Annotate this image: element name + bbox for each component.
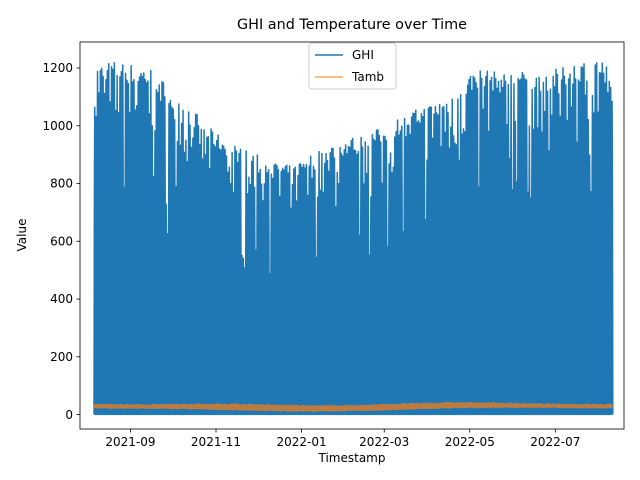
axes-frame <box>79 41 625 430</box>
x-tick-label: 2022-07 <box>530 435 580 449</box>
y-tick-label: 200 <box>50 350 73 364</box>
x-tick-label: 2022-01 <box>276 435 326 449</box>
x-tick-label: 2022-05 <box>445 435 495 449</box>
chart-title: GHI and Temperature over Time <box>237 17 467 33</box>
legend-label-ghi: GHI <box>352 48 374 62</box>
y-tick-label: 600 <box>50 234 73 248</box>
y-tick-label: 0 <box>65 408 73 422</box>
x-tick-label: 2021-09 <box>105 435 155 449</box>
x-tick-label: 2022-03 <box>359 435 409 449</box>
y-tick-label: 800 <box>50 177 73 191</box>
x-tick-label: 2021-11 <box>191 435 241 449</box>
series-line-tamb <box>93 401 613 412</box>
y-tick-label: 1000 <box>42 119 73 133</box>
axes-layer: 0 200 400 600 800 1000 1200 2021-09 2021-11 2022-… <box>42 41 625 449</box>
y-axis-label: Value <box>15 219 29 252</box>
legend: GHI Tamb <box>308 42 397 90</box>
x-axis-label: Timestamp <box>318 451 386 465</box>
y-tick-label: 400 <box>50 292 73 306</box>
series-line-ghi <box>93 61 614 416</box>
legend-label-tamb: Tamb <box>351 70 384 84</box>
series-layer <box>93 61 614 416</box>
y-tick-label: 1200 <box>42 61 73 75</box>
